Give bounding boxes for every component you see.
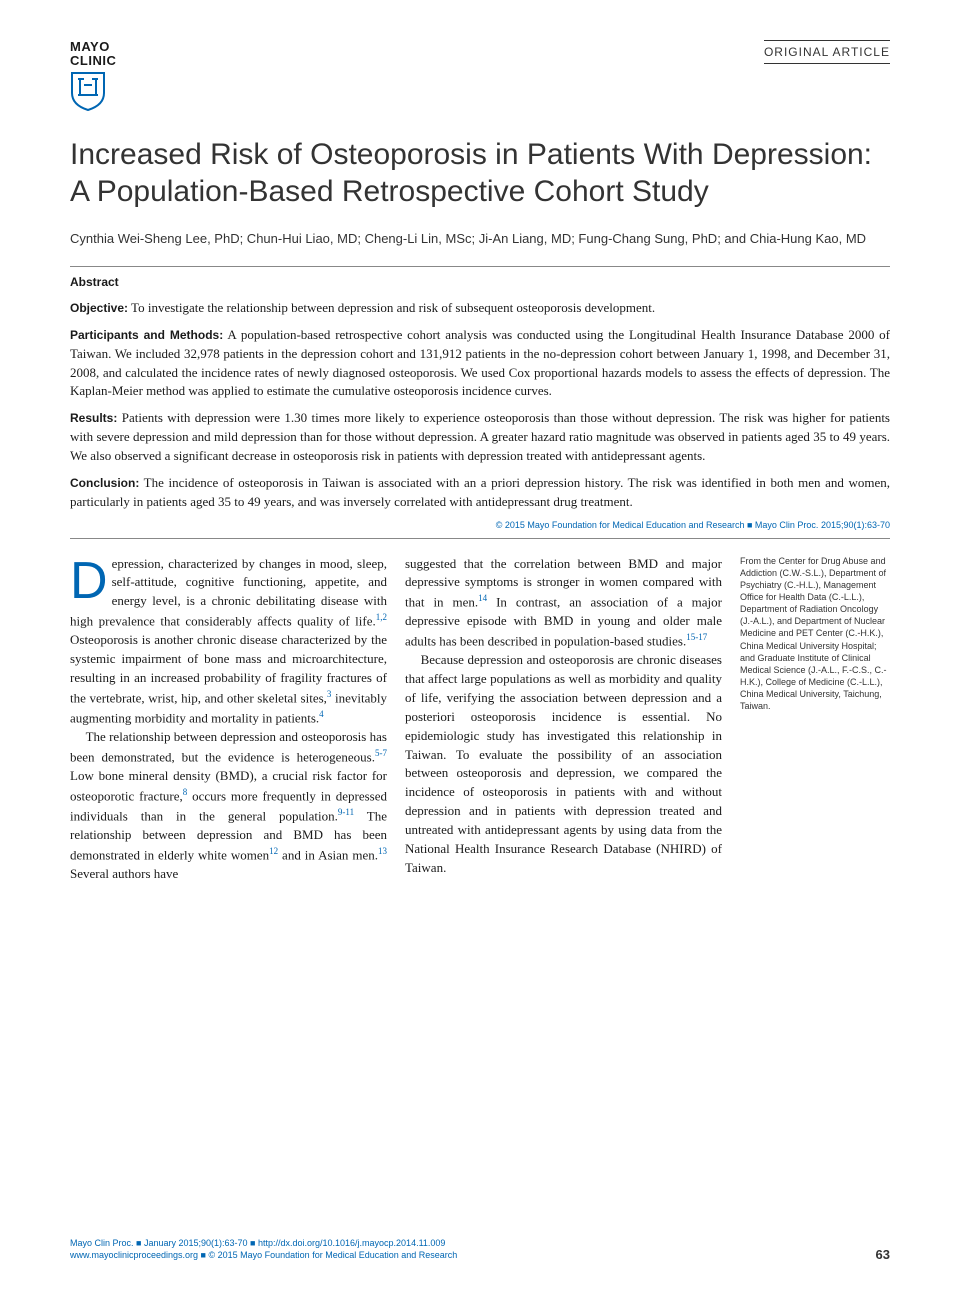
results-label: Results:	[70, 411, 117, 425]
objective-label: Objective:	[70, 301, 128, 315]
body-p1: Depression, characterized by changes in …	[70, 555, 387, 729]
footer-line-2: www.mayoclinicproceedings.org ■ © 2015 M…	[70, 1249, 457, 1262]
ref-4[interactable]: 4	[319, 709, 324, 719]
affiliations: From the Center for Drug Abuse and Addic…	[740, 555, 890, 885]
objective-text: To investigate the relationship between …	[128, 300, 655, 315]
body-columns: Depression, characterized by changes in …	[70, 555, 890, 885]
article-type-badge: ORIGINAL ARTICLE	[764, 40, 890, 64]
abstract-objective: Objective: To investigate the relationsh…	[70, 299, 890, 318]
dropcap: D	[70, 555, 112, 603]
ref-5-7[interactable]: 5-7	[375, 748, 387, 758]
page-number: 63	[876, 1247, 890, 1262]
ref-15-17[interactable]: 15-17	[686, 632, 707, 642]
results-text: Patients with depression were 1.30 times…	[70, 410, 890, 463]
conclusion-label: Conclusion:	[70, 476, 139, 490]
author-list: Cynthia Wei-Sheng Lee, PhD; Chun-Hui Lia…	[70, 229, 890, 249]
logo-text-1: MAYO	[70, 40, 140, 54]
ref-9-11[interactable]: 9-11	[338, 807, 354, 817]
ref-12[interactable]: 12	[269, 846, 278, 856]
conclusion-text: The incidence of osteoporosis in Taiwan …	[70, 475, 890, 509]
body-p4: Because depression and osteoporosis are …	[405, 651, 722, 877]
copyright-line: © 2015 Mayo Foundation for Medical Educa…	[70, 520, 890, 539]
ref-14[interactable]: 14	[478, 593, 487, 603]
mayo-logo: MAYO CLINIC	[70, 40, 140, 116]
abstract-heading: Abstract	[70, 266, 890, 289]
footer-line-1: Mayo Clin Proc. ■ January 2015;90(1):63-…	[70, 1237, 457, 1250]
abstract-conclusion: Conclusion: The incidence of osteoporosi…	[70, 474, 890, 512]
ref-1-2[interactable]: 1,2	[376, 612, 387, 622]
shield-icon	[70, 71, 106, 111]
column-1: Depression, characterized by changes in …	[70, 555, 387, 885]
footer-citation: Mayo Clin Proc. ■ January 2015;90(1):63-…	[70, 1237, 457, 1262]
page-footer: Mayo Clin Proc. ■ January 2015;90(1):63-…	[70, 1237, 890, 1262]
body-p3: suggested that the correlation between B…	[405, 555, 722, 652]
methods-label: Participants and Methods:	[70, 328, 223, 342]
header-row: MAYO CLINIC ORIGINAL ARTICLE	[70, 40, 890, 116]
logo-text-2: CLINIC	[70, 54, 140, 68]
article-title: Increased Risk of Osteoporosis in Patien…	[70, 136, 890, 211]
ref-13[interactable]: 13	[378, 846, 387, 856]
abstract-results: Results: Patients with depression were 1…	[70, 409, 890, 466]
abstract-methods: Participants and Methods: A population-b…	[70, 326, 890, 401]
body-p2: The relationship between depression and …	[70, 728, 387, 884]
column-2: suggested that the correlation between B…	[405, 555, 722, 885]
